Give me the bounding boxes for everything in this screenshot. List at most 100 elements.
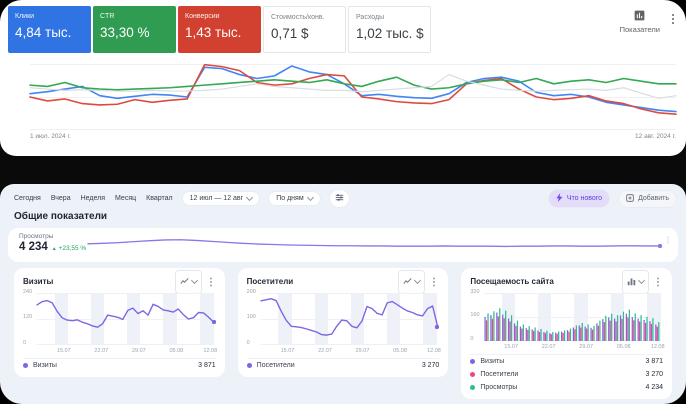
y-tick: 160	[470, 312, 480, 318]
scorecard-value: 33,30 %	[100, 25, 150, 40]
chevron-down-icon	[306, 193, 314, 202]
segments-button[interactable]	[329, 190, 349, 207]
legend-value: 3 871	[198, 362, 216, 369]
overview-value: 4 234	[19, 241, 48, 253]
x-tick: 22.07	[94, 348, 109, 354]
x-tick: 22.07	[318, 348, 332, 354]
period-month[interactable]: Месяц	[115, 195, 137, 202]
legend-label: Просмотры	[480, 384, 518, 391]
metrics-button-label: Показатели	[619, 25, 660, 34]
chart-type-button[interactable]	[622, 269, 650, 294]
overview-delta: ▲ +23,55 %	[52, 245, 86, 252]
card-title: Визиты	[23, 277, 54, 286]
legend-value: 4 234	[645, 384, 664, 391]
scorecard-value: 1,43 тыс.	[185, 25, 242, 40]
chevron-down-icon	[190, 276, 198, 285]
y-tick: 100	[246, 314, 256, 320]
period-quarter[interactable]: Квартал	[146, 195, 173, 202]
site-traffic-chart	[484, 293, 662, 342]
legend-item[interactable]: Визиты 3 871	[23, 359, 216, 372]
whats-new-button[interactable]: Что нового	[548, 190, 610, 207]
scorecard-label: Конверсии	[185, 13, 220, 20]
legend-value: 3 871	[645, 358, 664, 365]
visits-chart	[37, 293, 216, 345]
legend-label: Визиты	[480, 358, 505, 365]
line-chart-icon	[403, 273, 412, 291]
x-tick: 05.08	[393, 348, 407, 354]
legend-value: 3 270	[645, 371, 664, 378]
section-title: Общие показатели	[14, 211, 108, 222]
lightning-icon	[556, 193, 563, 204]
period-today[interactable]: Сегодня	[14, 195, 41, 202]
legend-dot	[470, 359, 476, 364]
chevron-down-icon	[637, 276, 646, 285]
x-tick: 29.07	[579, 344, 594, 350]
legend-dot	[470, 372, 476, 377]
legend-item[interactable]: Посетители 3 270	[246, 359, 440, 372]
card-visitors: Посетители 200 100 0 15.07	[237, 268, 449, 377]
segments-icon	[335, 193, 344, 204]
metrics-button[interactable]: Показатели	[620, 9, 660, 34]
divider	[246, 358, 440, 359]
scorecard-value: 0,71 $	[271, 26, 309, 41]
ads-chart-x-axis: 1 июл. 2024 г. 12 авг. 2024 г.	[30, 133, 676, 140]
insert-chart-icon	[633, 9, 646, 24]
card-kebab-menu-icon[interactable]	[653, 275, 663, 289]
x-tick: 05.08	[616, 344, 631, 350]
card-kebab-menu-icon[interactable]	[429, 275, 439, 289]
period-yesterday[interactable]: Вчера	[50, 195, 71, 202]
scorecard-clicks[interactable]: Клики 4,84 тыс.	[8, 6, 91, 53]
x-axis: 15.07 22.07 29.07 05.08 12.08	[261, 347, 441, 356]
overview-sparkline-chart	[88, 233, 660, 257]
visitors-chart	[261, 293, 440, 345]
scorecard-cost-per-conversion[interactable]: Стоимость/конв. 0,71 $	[263, 6, 346, 53]
card-visits: Визиты 240 120 0 15.07	[14, 268, 225, 377]
scorecard-ctr[interactable]: CTR 33,30 %	[93, 6, 176, 53]
chart-type-button[interactable]	[174, 269, 202, 294]
y-tick: 0	[23, 340, 27, 346]
grouping-value: По дням	[276, 195, 304, 202]
legend-dot	[470, 385, 476, 390]
y-tick: 320	[470, 289, 480, 295]
period-week[interactable]: Неделя	[80, 195, 106, 202]
card-site-traffic: Посещаемость сайта 320 160 0	[461, 268, 673, 399]
widgets-row: Визиты 240 120 0 15.07	[14, 268, 673, 399]
x-tick: 05.08	[169, 348, 184, 354]
chart-type-button[interactable]	[398, 269, 426, 294]
card-title: Посетители	[246, 277, 294, 286]
legend-value: 3 270	[421, 362, 440, 369]
line-chart-icon	[180, 273, 189, 291]
ads-date-start: 1 июл. 2024 г.	[30, 133, 71, 140]
legend-item[interactable]: Визиты 3 871	[470, 355, 663, 368]
scorecard-value: 1,02 тыс. $	[356, 26, 424, 41]
legend-label: Посетители	[480, 371, 519, 378]
scorecard-conversions[interactable]: Конверсии 1,43 тыс.	[178, 6, 261, 53]
chevron-down-icon	[414, 276, 422, 285]
overview-kebab-menu-icon[interactable]	[665, 235, 672, 245]
card-title: Посещаемость сайта	[470, 277, 554, 286]
x-axis: 15.07 22.07 29.07 05.08 12.08	[37, 347, 217, 356]
metrica-toolbar: Сегодня Вчера Неделя Месяц Квартал 12 ию…	[14, 190, 676, 207]
add-widget-button[interactable]: Добавить	[619, 190, 676, 207]
chevron-down-icon	[246, 193, 254, 202]
whats-new-label: Что нового	[566, 195, 603, 202]
date-range-value: 12 июл — 12 авг	[189, 195, 244, 202]
scorecard-cost[interactable]: Расходы 1,02 тыс. $	[348, 6, 431, 53]
grouping-select[interactable]: По дням	[269, 192, 320, 205]
x-tick: 22.07	[541, 344, 556, 350]
scorecard-label: Стоимость/конв.	[271, 14, 325, 21]
bar-chart-icon	[627, 273, 636, 291]
legend-item[interactable]: Просмотры 4 234	[470, 381, 663, 394]
x-axis: 15.07 22.07 29.07 05.08 12.08	[484, 343, 664, 352]
ads-kebab-menu-icon[interactable]	[668, 12, 678, 26]
ads-panel: Клики 4,84 тыс. CTR 33,30 % Конверсии 1,…	[0, 0, 686, 156]
x-tick: 15.07	[504, 344, 519, 350]
ads-date-end: 12 авг. 2024 г.	[635, 133, 676, 140]
overview-label: Просмотры	[19, 233, 54, 240]
card-kebab-menu-icon[interactable]	[206, 275, 216, 289]
up-arrow-icon: ▲	[51, 246, 57, 252]
scorecard-label: Клики	[15, 13, 35, 20]
legend-item[interactable]: Посетители 3 270	[470, 368, 663, 381]
x-tick: 29.07	[355, 348, 370, 354]
date-range-select[interactable]: 12 июл — 12 авг	[182, 192, 260, 205]
